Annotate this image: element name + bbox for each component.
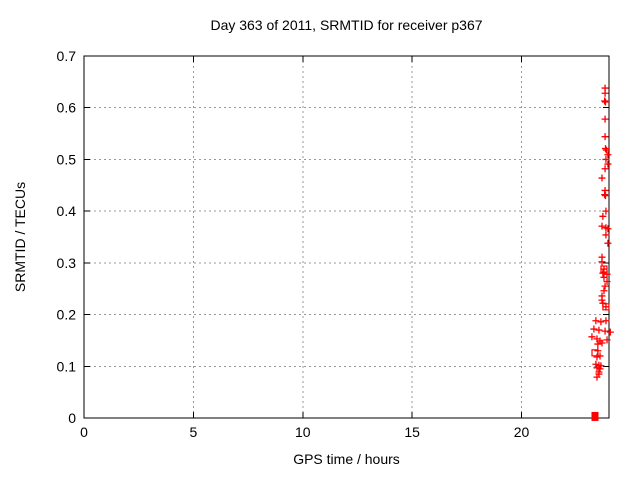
y-tick-label: 0.4: [57, 203, 77, 219]
x-tick-label: 20: [514, 424, 530, 440]
data-point: [606, 328, 614, 336]
data-point: [601, 89, 609, 97]
data-point: [602, 98, 609, 106]
data-point: [593, 373, 601, 381]
data-point: [599, 212, 607, 220]
data-point: [600, 265, 608, 273]
y-tick-label: 0.5: [57, 151, 77, 167]
y-tick-label: 0.3: [57, 255, 77, 271]
data-point: [590, 325, 598, 333]
data-point: [592, 360, 600, 368]
data-point: [602, 207, 610, 215]
data-point: [602, 317, 610, 325]
x-tick-label: 5: [189, 424, 197, 440]
data-point: [592, 317, 600, 325]
data-point: [591, 411, 599, 421]
x-tick-label: 0: [80, 424, 88, 440]
data-point: [602, 145, 609, 153]
data-point: [603, 277, 611, 285]
data-point: [599, 269, 607, 277]
data-point: [600, 273, 608, 281]
y-tick-label: 0.1: [57, 358, 77, 374]
data-point: [602, 155, 610, 163]
y-tick-label: 0.2: [57, 307, 77, 323]
y-tick-label: 0.7: [57, 48, 77, 64]
x-axis-label: GPS time / hours: [293, 451, 400, 467]
data-point: [596, 365, 604, 373]
data-point: [593, 353, 601, 361]
data-point: [594, 340, 602, 348]
data-point: [598, 339, 606, 347]
data-point: [597, 318, 605, 326]
data-point: [601, 165, 609, 173]
data-point: [601, 133, 609, 141]
data-point: [601, 97, 609, 105]
data-point: [602, 146, 610, 154]
data-point: [602, 303, 610, 311]
data-point: [597, 362, 605, 370]
data-point: [604, 160, 612, 168]
x-tick-label: 10: [295, 424, 311, 440]
data-point: [593, 364, 601, 372]
y-tick-label: 0.6: [57, 100, 77, 116]
data-point: [603, 336, 611, 344]
data-point: [588, 333, 596, 341]
x-tick-label: 15: [404, 424, 420, 440]
data-point: [600, 265, 608, 273]
data-point: [601, 282, 609, 290]
data-point: [591, 349, 599, 357]
plot-border: [83, 55, 610, 419]
data-point: [604, 225, 612, 233]
data-point: [600, 287, 608, 295]
chart-title: Day 363 of 2011, SRMTID for receiver p36…: [210, 17, 483, 33]
data-point: [601, 191, 609, 199]
y-tick-label: 0: [68, 410, 76, 426]
data-point: [604, 151, 612, 159]
data-point: [602, 192, 609, 200]
data-point: [602, 303, 610, 311]
data-point: [598, 296, 606, 304]
data-point: [602, 231, 610, 239]
data-point: [598, 222, 606, 230]
data-point: [601, 327, 609, 335]
data-point: [598, 258, 606, 266]
data-point: [604, 239, 612, 247]
data-point: [595, 326, 603, 334]
data-point: [598, 174, 606, 182]
data-point: [601, 115, 609, 123]
